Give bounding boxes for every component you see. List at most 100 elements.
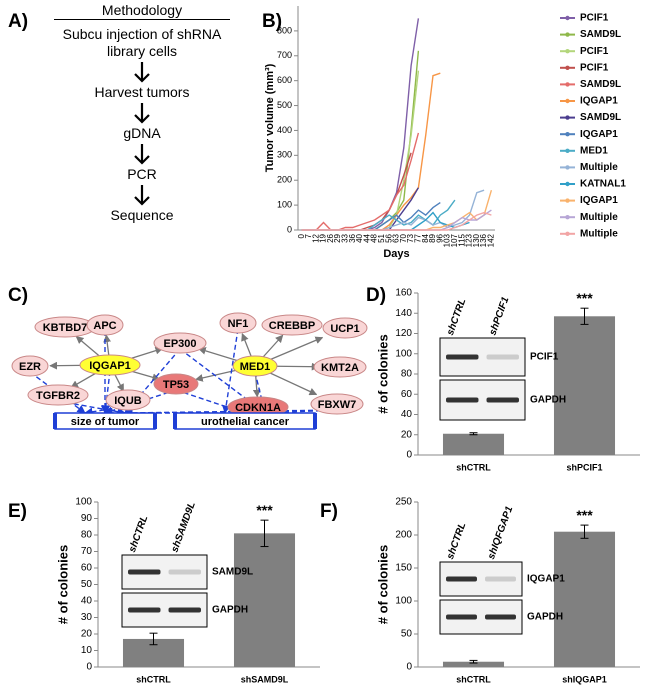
legend-marker xyxy=(565,181,570,187)
outcome-label: size of tumor xyxy=(71,416,140,428)
blot-band xyxy=(128,607,161,613)
x-tick-label: 130 xyxy=(472,233,481,247)
y-tick-label: 20 xyxy=(81,629,93,640)
y-axis-label: # of colonies xyxy=(375,334,390,413)
series-line xyxy=(301,50,420,231)
flow-arrow xyxy=(62,101,222,125)
x-tick-label: 26 xyxy=(326,233,335,242)
blot-band xyxy=(446,397,479,403)
method-step: Subcu injection of shRNA library cells xyxy=(62,26,222,59)
y-tick-label: 140 xyxy=(395,308,412,319)
bar xyxy=(553,531,616,667)
legend-label: KATNAL1 xyxy=(580,179,626,190)
methodology: Methodology Subcu injection of shRNA lib… xyxy=(54,2,230,224)
legend-marker xyxy=(565,115,570,120)
network-node xyxy=(219,312,257,334)
flow-arrow xyxy=(62,60,222,84)
x-tick-label: 84 xyxy=(421,233,430,242)
legend-label: MED1 xyxy=(580,145,608,156)
blot-lane-label: shPCIF1 xyxy=(487,295,511,337)
network-edge-dashed xyxy=(124,348,181,414)
series-line xyxy=(301,18,420,231)
network-node xyxy=(232,355,278,377)
blot-lane-label: shIQFGAP1 xyxy=(486,505,515,561)
y-tick-label: 0 xyxy=(406,450,412,461)
network-node xyxy=(27,384,89,406)
blot-lane-label: shCTRL xyxy=(445,297,468,337)
y-tick-label: 30 xyxy=(81,612,93,623)
blot-band xyxy=(446,614,477,620)
panel-label: F) xyxy=(320,501,338,522)
x-tick-label: 89 xyxy=(428,233,437,242)
y-tick-label: 120 xyxy=(395,328,412,339)
network-node-label: TP53 xyxy=(163,379,189,391)
y-tick-label: 80 xyxy=(401,369,413,380)
legend-marker xyxy=(565,231,570,236)
method-step: gDNA xyxy=(123,125,161,141)
method-step: PCR xyxy=(127,166,157,182)
blot-protein-label: GAPDH xyxy=(527,612,563,623)
x-tick-label: 7 xyxy=(304,233,313,238)
blot-band xyxy=(446,354,479,360)
legend-label: IQGAP1 xyxy=(580,129,618,140)
y-axis-label: Tumor volume (mm³) xyxy=(264,63,276,172)
x-tick-label: 96 xyxy=(435,233,444,242)
legend-marker xyxy=(565,32,570,37)
network-node-label: MED1 xyxy=(240,361,271,373)
blot-band xyxy=(446,576,477,582)
legend-label: SAMD9L xyxy=(580,112,621,123)
y-tick-label: 40 xyxy=(401,409,413,420)
x-tick-label: 107 xyxy=(450,233,459,247)
x-tick-label: 115 xyxy=(457,233,466,246)
series-line xyxy=(301,211,492,231)
x-tick-label: 56 xyxy=(384,233,393,242)
bar xyxy=(553,316,616,455)
blot-band xyxy=(128,569,161,575)
blot-band xyxy=(485,576,516,582)
x-tick-label: 12 xyxy=(311,233,320,242)
legend-marker xyxy=(565,165,570,170)
x-tick-label: 70 xyxy=(399,233,408,242)
legend-marker xyxy=(565,82,570,87)
network-node xyxy=(86,314,124,336)
x-tick-label: shCTRL xyxy=(456,462,491,472)
network-node-label: IQGAP1 xyxy=(89,360,131,372)
network-node-label: UCP1 xyxy=(330,323,359,335)
x-axis-label: Days xyxy=(383,248,409,260)
y-axis-label: # of colonies xyxy=(375,545,390,624)
legend-label: SAMD9L xyxy=(580,29,621,40)
network-node xyxy=(79,354,141,376)
y-tick-label: 400 xyxy=(277,125,292,135)
network-node xyxy=(313,356,367,378)
y-tick-label: 80 xyxy=(81,530,93,541)
network-edge-dashed xyxy=(222,328,239,414)
y-tick-label: 70 xyxy=(81,546,93,557)
network-node-label: KBTBD7 xyxy=(43,322,88,334)
legend-label: Multiple xyxy=(580,228,618,239)
x-tick-label: 63 xyxy=(392,233,401,242)
legend-marker xyxy=(565,49,570,54)
y-tick-label: 100 xyxy=(75,497,92,508)
legend-label: IQGAP1 xyxy=(580,195,618,206)
y-tick-label: 200 xyxy=(395,530,412,541)
x-tick-label: 48 xyxy=(370,233,379,242)
x-tick-label: 103 xyxy=(443,233,452,247)
x-tick-label: shSAMD9L xyxy=(241,674,289,684)
y-tick-label: 100 xyxy=(395,596,412,607)
y-tick-label: 100 xyxy=(395,348,412,359)
blot-protein-label: SAMD9L xyxy=(212,567,253,578)
legend-marker xyxy=(565,198,570,203)
bar xyxy=(442,661,505,667)
x-tick-label: 0 xyxy=(297,233,306,238)
network-node-label: CDKN1A xyxy=(235,402,281,414)
legend-label: PCIF1 xyxy=(580,13,609,24)
legend-marker xyxy=(565,215,570,220)
network-node-label: EZR xyxy=(19,361,41,373)
x-tick-label: 44 xyxy=(362,233,371,242)
blot-lane-label: shCTRL xyxy=(127,514,150,554)
y-tick-label: 90 xyxy=(81,513,93,524)
blot-band xyxy=(168,569,201,575)
y-tick-label: 50 xyxy=(81,579,93,590)
